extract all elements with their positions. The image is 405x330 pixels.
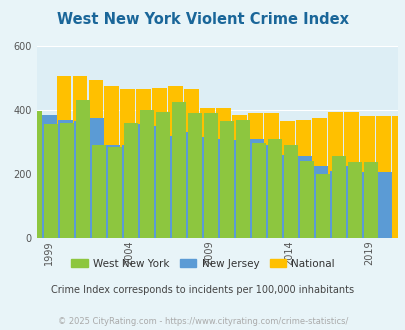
Bar bbox=[58, 119, 72, 238]
Bar bbox=[219, 121, 233, 238]
Bar bbox=[136, 89, 151, 238]
Bar bbox=[200, 108, 214, 238]
Bar bbox=[171, 102, 185, 238]
Bar bbox=[345, 166, 359, 238]
Bar bbox=[216, 108, 230, 238]
Bar bbox=[264, 113, 278, 238]
Bar bbox=[74, 121, 88, 238]
Bar bbox=[153, 126, 168, 238]
Bar bbox=[331, 156, 345, 238]
Bar bbox=[283, 145, 297, 238]
Bar bbox=[251, 144, 265, 238]
Bar bbox=[75, 100, 90, 238]
Bar bbox=[296, 119, 310, 238]
Bar bbox=[104, 86, 119, 238]
Bar bbox=[249, 139, 264, 238]
Bar bbox=[315, 174, 329, 238]
Bar bbox=[122, 145, 136, 238]
Bar bbox=[267, 139, 281, 238]
Bar bbox=[232, 115, 246, 238]
Bar bbox=[265, 145, 280, 238]
Text: Crime Index corresponds to incidents per 100,000 inhabitants: Crime Index corresponds to incidents per… bbox=[51, 285, 354, 295]
Bar bbox=[343, 112, 358, 238]
Bar bbox=[362, 162, 377, 238]
Bar bbox=[347, 162, 361, 238]
Bar bbox=[359, 116, 374, 238]
Bar bbox=[170, 136, 184, 238]
Bar bbox=[28, 111, 42, 238]
Bar bbox=[311, 118, 326, 238]
Bar bbox=[328, 112, 342, 238]
Text: © 2025 CityRating.com - https://www.cityrating.com/crime-statistics/: © 2025 CityRating.com - https://www.city… bbox=[58, 317, 347, 326]
Bar bbox=[280, 121, 294, 238]
Bar bbox=[297, 156, 311, 238]
Bar bbox=[184, 89, 198, 238]
Bar bbox=[44, 124, 58, 238]
Bar bbox=[313, 166, 328, 238]
Legend: West New York, New Jersey, National: West New York, New Jersey, National bbox=[66, 254, 339, 273]
Bar bbox=[56, 76, 71, 238]
Bar bbox=[155, 112, 170, 238]
Bar bbox=[90, 118, 104, 238]
Bar bbox=[92, 145, 106, 238]
Bar bbox=[329, 171, 343, 238]
Bar bbox=[233, 140, 248, 238]
Bar bbox=[281, 155, 296, 238]
Bar bbox=[217, 139, 232, 238]
Bar bbox=[42, 115, 56, 238]
Text: West New York Violent Crime Index: West New York Violent Crime Index bbox=[57, 12, 348, 26]
Bar bbox=[106, 145, 120, 238]
Bar bbox=[152, 88, 166, 238]
Bar bbox=[139, 110, 153, 238]
Bar bbox=[72, 76, 87, 238]
Bar bbox=[375, 116, 390, 238]
Bar bbox=[361, 172, 375, 238]
Bar bbox=[107, 147, 122, 238]
Bar bbox=[138, 124, 152, 238]
Bar bbox=[187, 113, 202, 238]
Bar bbox=[60, 123, 74, 238]
Bar bbox=[168, 86, 182, 238]
Bar bbox=[203, 113, 217, 238]
Bar bbox=[299, 161, 313, 238]
Bar bbox=[185, 132, 200, 238]
Bar bbox=[391, 116, 405, 238]
Bar bbox=[124, 123, 138, 238]
Bar bbox=[377, 172, 391, 238]
Bar bbox=[202, 137, 216, 238]
Bar bbox=[120, 89, 134, 238]
Bar bbox=[248, 113, 262, 238]
Bar bbox=[235, 119, 249, 238]
Bar bbox=[88, 80, 102, 238]
